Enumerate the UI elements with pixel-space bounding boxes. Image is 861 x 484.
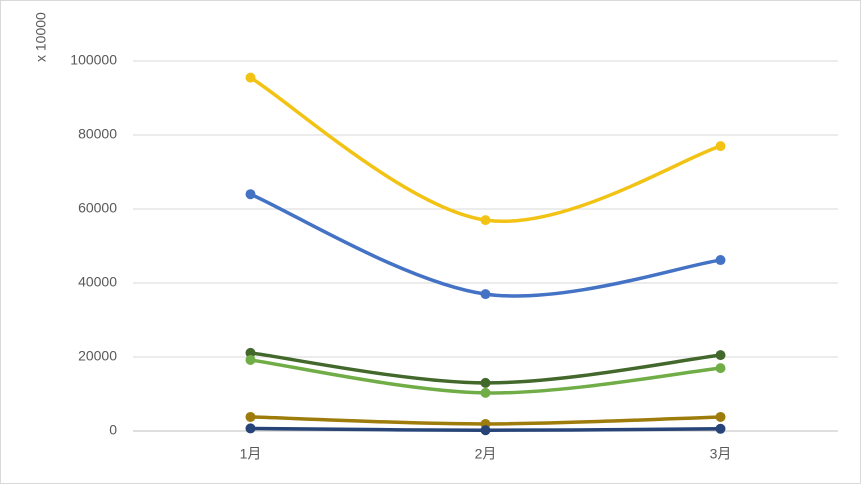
data-point (245, 347, 256, 358)
data-point (245, 72, 256, 83)
x-tick-label: 1月 (240, 446, 262, 462)
x-tick-label: 3月 (710, 446, 732, 462)
y-axis-label: x 10000 (33, 12, 49, 62)
y-tick-label: 20000 (78, 348, 117, 364)
data-point (715, 423, 726, 434)
data-point (715, 411, 726, 422)
y-tick-label: 40000 (78, 274, 117, 290)
data-point (715, 363, 726, 374)
data-point (715, 255, 726, 266)
y-tick-label: 0 (109, 422, 117, 438)
data-point (245, 411, 256, 422)
data-point (480, 425, 491, 436)
data-point (480, 387, 491, 398)
series-line (248, 75, 723, 224)
data-point (715, 141, 726, 152)
data-point (715, 350, 726, 361)
y-tick-label: 80000 (78, 126, 117, 142)
y-tick-label: 60000 (78, 200, 117, 216)
data-point (245, 189, 256, 200)
x-tick-label: 2月 (475, 446, 497, 462)
data-point (480, 215, 491, 226)
y-tick-label: 100000 (70, 52, 117, 68)
data-point (245, 354, 256, 365)
data-point (480, 377, 491, 388)
data-point (245, 423, 256, 434)
data-point (480, 289, 491, 300)
